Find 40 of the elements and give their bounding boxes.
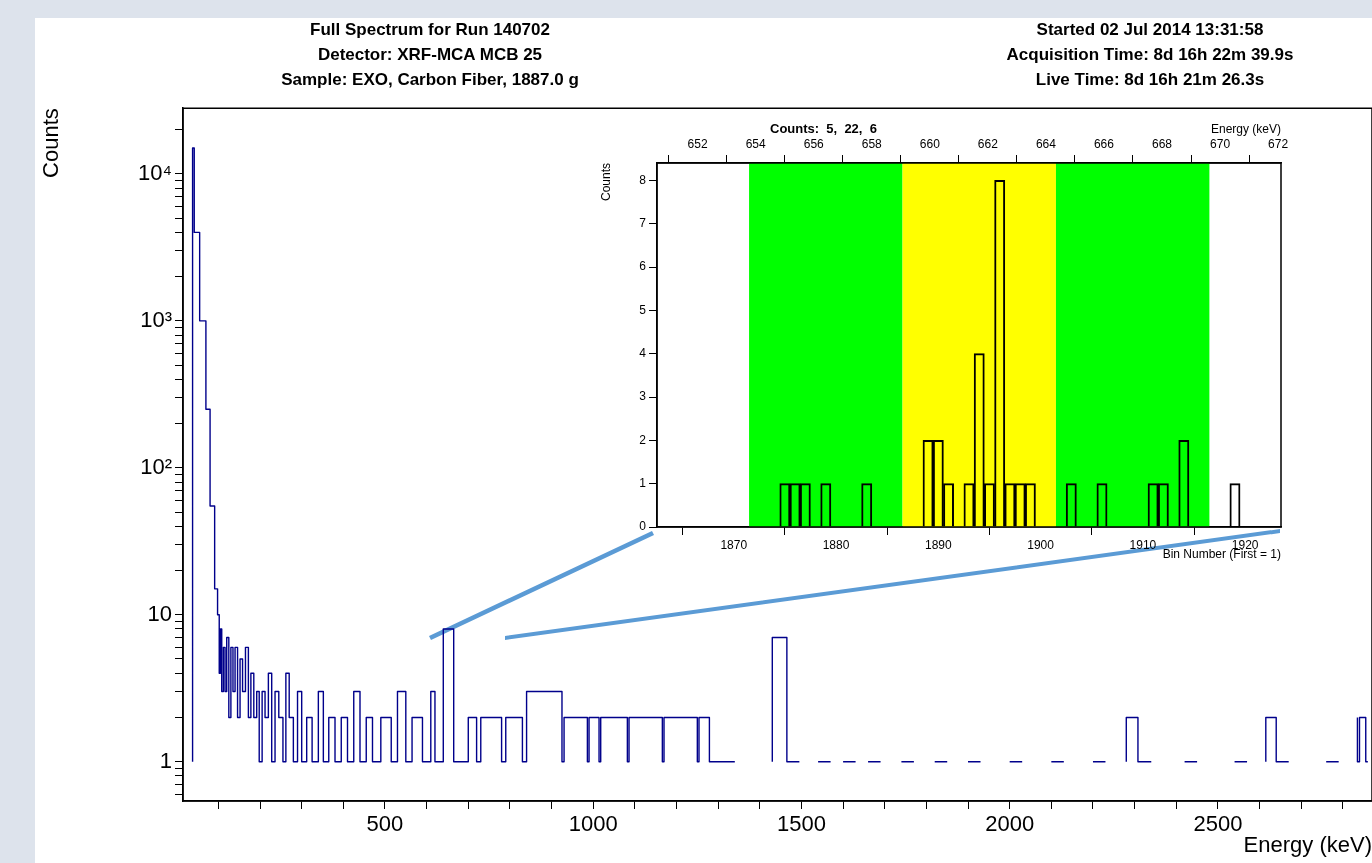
text: Started 02 Jul 2014 13:31:58 [1035,19,1265,41]
y-tick-label: 4 [639,345,647,360]
chart-title: Full Spectrum for Run 140702 [309,19,551,41]
x2-tick-label: 654 [745,137,767,152]
x2-tick-label: 672 [1268,137,1289,152]
text: Live Time: 8d 16h 21m 26.3s [1034,69,1266,91]
y-tick-label: 10 [147,600,172,626]
x-tick-label: 1500 [776,811,826,837]
y-tick-label: 3 [639,389,647,404]
x-tick-label: 500 [366,811,404,837]
x2-tick-label: 666 [1093,137,1115,152]
x-axis-title: Energy (keV) [1243,831,1372,857]
x2-axis-title: Energy (keV) [1210,121,1281,136]
y-axis-title: Counts [38,108,64,178]
y-tick-label: 2 [639,432,647,447]
chart-title: Counts: 5, 22, 6 [770,121,877,136]
y-tick-label: 8 [639,172,647,187]
y-tick-label: 10³ [140,306,172,332]
y-tick-label: 10² [140,453,172,479]
chart-subtitle: Detector: XRF-MCA MCB 25 [316,44,544,66]
x2-tick-label: 662 [977,137,999,152]
x-tick-label: 2500 [1193,811,1243,837]
x2-tick-label: 670 [1210,137,1231,152]
x2-tick-label: 668 [1151,137,1173,152]
x2-tick-label: 656 [803,137,825,152]
x-tick-label: 2000 [985,811,1035,837]
y-axis-title: Counts [598,163,613,202]
text: Acquisition Time: 8d 16h 22m 39.9s [1005,44,1295,66]
x2-tick-label: 658 [861,137,883,152]
y-tick-label: 6 [639,259,647,274]
y-tick-label: 1 [639,475,647,490]
x2-tick-label: 652 [687,137,708,152]
y-tick-label: 5 [639,302,647,317]
x2-tick-label: 664 [1035,137,1057,152]
y-tick-label: 7 [639,215,647,230]
x-tick-label: 1000 [568,811,618,837]
y-tick-label: 10⁴ [138,159,172,185]
y-tick-label: 1 [159,747,172,773]
x2-tick-label: 660 [919,137,941,152]
text: Sample: EXO, Carbon Fiber, 1887.0 g [280,69,580,91]
